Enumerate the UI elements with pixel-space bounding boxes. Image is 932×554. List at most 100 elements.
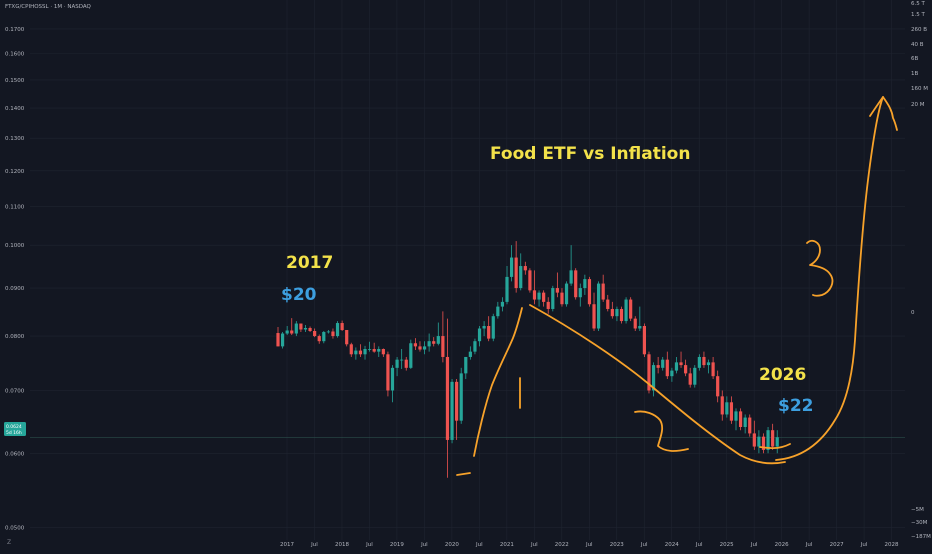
candle xyxy=(505,266,509,305)
candle xyxy=(482,321,486,337)
candle-body xyxy=(752,433,756,447)
y-tick-label: 0.1500 xyxy=(5,78,25,84)
drawing-down-arc xyxy=(529,304,786,465)
candle-body xyxy=(418,346,422,350)
candle xyxy=(358,344,363,357)
y-tick-label: 0.0500 xyxy=(5,526,25,532)
candle xyxy=(651,362,656,397)
candle xyxy=(303,325,308,333)
candle-body xyxy=(601,283,605,300)
price-axis[interactable]: 0.0500 0.0600 0.0700 0.0800 0.0900 0.1000 0.11… xyxy=(5,27,25,532)
candle xyxy=(734,408,738,431)
candle xyxy=(308,326,312,333)
candle-body xyxy=(647,354,651,391)
candle-body xyxy=(390,367,395,391)
candle-body xyxy=(624,299,628,322)
current-price-tag: 0.0624 5d 16h xyxy=(4,422,26,436)
candle xyxy=(706,359,711,374)
candle xyxy=(418,341,422,352)
candle-body xyxy=(542,292,546,302)
x-tick-label: 2027 xyxy=(830,542,844,548)
price-tag-value: 0.0624 xyxy=(6,424,22,430)
x-tick-label: 2025 xyxy=(720,542,734,548)
candle xyxy=(752,420,756,450)
candle xyxy=(725,396,729,418)
candle xyxy=(647,351,651,394)
candle xyxy=(551,285,555,312)
candle xyxy=(665,351,669,379)
candle-body xyxy=(500,301,505,307)
symbol-header: FTXG/CPIHOSSL · 1M · NASDAQ xyxy=(5,4,92,10)
candle xyxy=(294,321,298,337)
log-scale-toggle[interactable]: Z xyxy=(7,539,11,546)
candle-body xyxy=(583,279,587,289)
volume-tick-label: −5M xyxy=(911,507,924,513)
drawing-small-squiggle xyxy=(634,410,689,452)
candle-body xyxy=(610,308,614,317)
candle xyxy=(455,378,459,440)
candle xyxy=(729,396,734,424)
annotation-price-start: $20 xyxy=(281,285,317,305)
candle-body xyxy=(519,266,523,289)
candle-body xyxy=(368,349,372,350)
candle-body xyxy=(455,381,459,421)
y-tick-label: 0.1700 xyxy=(5,27,25,33)
candle-body xyxy=(290,330,294,334)
x-tick-label: 2021 xyxy=(500,542,514,548)
candle xyxy=(473,338,477,355)
candle-body xyxy=(294,323,298,334)
candle xyxy=(349,342,353,357)
candle-body xyxy=(560,292,564,305)
candle xyxy=(569,245,573,286)
x-tick-label: Jul xyxy=(475,542,483,548)
candle xyxy=(345,329,349,347)
candle xyxy=(441,311,445,363)
candle xyxy=(601,274,605,302)
candle-body xyxy=(642,326,646,355)
candle-body xyxy=(775,437,779,447)
candle xyxy=(335,321,340,338)
candle xyxy=(422,341,427,355)
candle xyxy=(372,342,376,353)
candle-body xyxy=(693,367,697,385)
candle xyxy=(638,306,642,332)
candle-body xyxy=(761,436,766,450)
candle xyxy=(514,241,518,293)
drawing-left-dash xyxy=(456,472,471,476)
candle xyxy=(674,356,679,374)
candle-body xyxy=(427,341,431,347)
volume-tick-label: 40 B xyxy=(911,42,924,48)
candle xyxy=(761,433,766,454)
x-tick-label: Jul xyxy=(695,542,703,548)
x-tick-label: Jul xyxy=(750,542,758,548)
candle xyxy=(519,253,523,291)
candle xyxy=(633,316,637,332)
candle-body xyxy=(358,350,363,355)
y-tick-label: 0.1200 xyxy=(5,169,25,175)
volume-tick-label: 20 M xyxy=(911,102,925,108)
candle xyxy=(331,328,335,339)
candle-body xyxy=(308,327,312,332)
candle xyxy=(400,349,404,369)
candle xyxy=(390,365,395,403)
candle-body xyxy=(578,288,582,298)
candle xyxy=(404,356,408,371)
candle-body xyxy=(381,349,385,355)
time-axis[interactable]: 2017 Jul 2018 Jul 2019 Jul 2020 Jul 2021 Jul 2022 J… xyxy=(280,542,899,548)
candle-body xyxy=(386,354,390,391)
candle-body xyxy=(702,356,706,366)
x-tick-label: Jul xyxy=(310,542,318,548)
x-tick-label: 2020 xyxy=(445,542,459,548)
candle-body xyxy=(285,330,289,334)
candle xyxy=(537,290,541,307)
candle-body xyxy=(468,351,472,357)
candle xyxy=(523,261,527,275)
candle-body xyxy=(436,336,440,344)
candle xyxy=(322,331,326,344)
y-tick-label: 0.1400 xyxy=(5,106,25,112)
candle xyxy=(564,281,569,307)
annotation-year-start: 2017 xyxy=(286,253,333,273)
x-tick-label: Jul xyxy=(860,542,868,548)
